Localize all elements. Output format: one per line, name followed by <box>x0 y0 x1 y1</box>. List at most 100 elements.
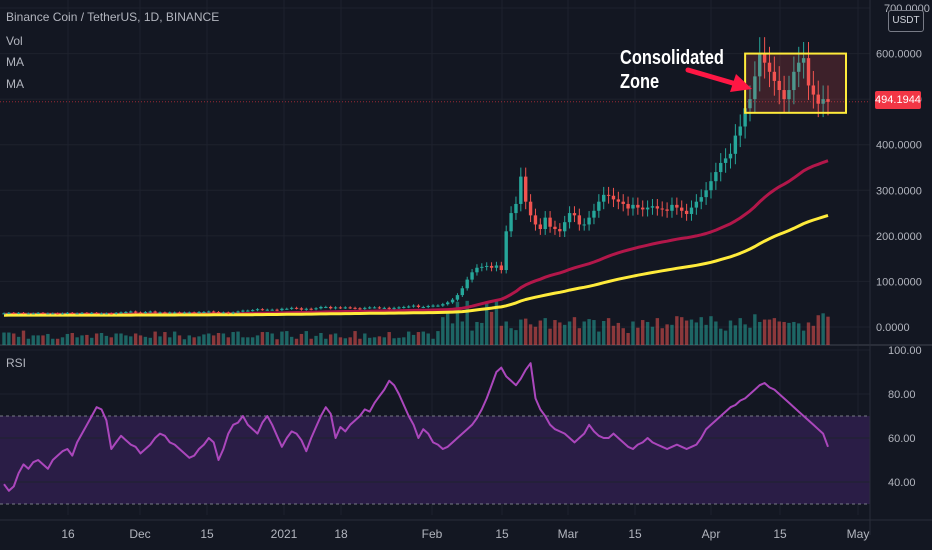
rsi-line <box>3 362 829 492</box>
annotation-line-2: Zone <box>620 71 660 93</box>
time-tick-label: 2021 <box>271 527 298 541</box>
ma-indicator-label-2[interactable]: MA <box>6 77 24 91</box>
price-tick-label: 300.0000 <box>876 185 922 197</box>
candle-body <box>821 99 825 104</box>
volume-bar <box>12 333 16 345</box>
volume-bar <box>762 319 767 345</box>
candle-body <box>645 207 650 210</box>
volume-bar <box>436 331 440 345</box>
candle-body <box>260 309 265 311</box>
volume-bar <box>124 335 128 345</box>
candle-body <box>767 62 772 72</box>
candle-body <box>655 206 660 209</box>
volume-bar <box>533 326 538 345</box>
candle-body <box>699 197 703 202</box>
volume-bar <box>197 336 201 345</box>
volume-bar <box>348 337 352 345</box>
candle-body <box>333 307 338 309</box>
candle-body <box>641 207 645 210</box>
candle-body <box>694 201 699 208</box>
volume-bar <box>509 328 513 345</box>
candle-body <box>353 307 357 309</box>
candle-body <box>114 312 118 314</box>
candle-body <box>12 312 16 314</box>
currency-label[interactable]: USDT <box>888 10 924 32</box>
time-tick-label: 15 <box>628 527 642 541</box>
volume-bar <box>723 330 728 345</box>
vol-indicator-label[interactable]: Vol <box>6 34 23 48</box>
candle-body <box>616 199 621 202</box>
volume-bar <box>99 333 104 345</box>
volume-bar <box>606 318 611 345</box>
candle-body <box>319 306 323 309</box>
candle-body <box>597 201 601 211</box>
volume-bar <box>90 337 94 345</box>
candle-body <box>631 204 635 209</box>
candle-body <box>221 312 226 314</box>
candle-body <box>636 204 640 208</box>
annotation-arrow-head <box>730 74 752 92</box>
candle-body <box>806 58 811 86</box>
volume-bar <box>670 324 674 345</box>
candle-body <box>158 312 162 314</box>
candle-body <box>392 307 396 309</box>
volume-bar <box>631 321 635 345</box>
candle-body <box>719 162 723 173</box>
volume-bar <box>426 333 430 345</box>
volume-bar <box>675 316 679 345</box>
candle-body <box>124 311 128 313</box>
candle-body <box>777 80 781 91</box>
candle-body <box>592 210 596 218</box>
volume-bar <box>26 338 31 345</box>
volume-bar <box>402 337 406 345</box>
candle-body <box>684 210 689 214</box>
candle-body <box>202 311 206 313</box>
volume-bar <box>119 333 123 345</box>
volume-bar <box>275 339 279 345</box>
candle-body <box>787 90 791 100</box>
candle-body <box>304 308 308 310</box>
candle-body <box>26 313 31 315</box>
candle-body <box>182 312 187 314</box>
volume-bar <box>524 318 528 345</box>
candle-body <box>524 176 528 202</box>
volume-bar <box>441 317 445 345</box>
volume-bar <box>328 334 333 345</box>
candle-body <box>192 312 196 314</box>
time-tick-label: Feb <box>422 527 443 541</box>
candle-body <box>704 190 708 198</box>
volume-bar <box>285 331 289 345</box>
volume-bar <box>2 332 6 345</box>
volume-bar <box>743 324 747 345</box>
consolidation-zone-box[interactable] <box>744 52 847 114</box>
volume-bar <box>148 337 152 345</box>
volume-bar <box>51 338 55 345</box>
volume-bar <box>699 317 703 345</box>
candle-body <box>328 306 333 309</box>
volume-bar <box>787 322 791 345</box>
volume-bar <box>621 328 625 345</box>
volume-bar <box>782 321 786 345</box>
candle-body <box>792 71 796 91</box>
volume-bar <box>485 303 489 345</box>
volume-bar <box>538 320 543 345</box>
ma-indicator-label-1[interactable]: MA <box>6 55 24 69</box>
volume-bar <box>94 333 99 345</box>
rsi-indicator-label[interactable]: RSI <box>6 356 27 370</box>
volume-bar <box>777 321 781 345</box>
rsi-band <box>0 416 870 504</box>
candle-body <box>480 266 484 268</box>
volume-bar <box>46 333 50 345</box>
candle-body <box>762 53 767 63</box>
volume-bar <box>563 324 567 345</box>
volume-bar <box>363 333 367 345</box>
candle-body <box>280 308 284 311</box>
volume-bar <box>826 316 830 345</box>
candle-body <box>621 201 625 204</box>
volume-bar <box>660 328 664 345</box>
time-tick-label: 15 <box>495 527 509 541</box>
volume-bar <box>499 325 504 345</box>
volume-bar <box>748 327 752 345</box>
volume-bar <box>504 321 508 345</box>
